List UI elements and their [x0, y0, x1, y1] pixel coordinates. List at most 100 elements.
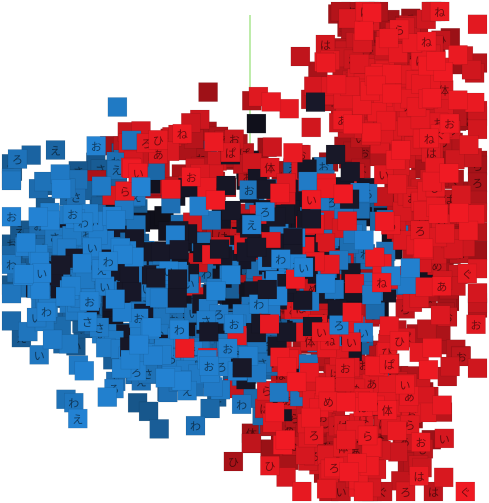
point-tile: [138, 401, 159, 422]
point-tile: [29, 345, 49, 365]
point-tile-glyph: ら: [404, 419, 415, 432]
point-tile-glyph: お: [415, 437, 426, 450]
point-tile-glyph: ね: [177, 128, 188, 141]
point-tile-glyph: ね: [376, 277, 387, 290]
point-tile: [292, 290, 313, 311]
point-tile: [337, 211, 358, 231]
point-tile: [378, 374, 398, 395]
point-tile-glyph: さ: [94, 322, 105, 335]
point-tile: [224, 314, 244, 334]
point-tile: [315, 273, 336, 294]
point-tile-glyph: ひ: [153, 134, 164, 147]
point-tile: [400, 258, 421, 278]
point-tile-glyph: 体: [382, 404, 393, 418]
point-tile: [97, 387, 118, 407]
point-tile: [72, 253, 92, 274]
point-tile: [146, 268, 166, 288]
point-tile-glyph: ろ: [141, 138, 152, 151]
point-tile: [185, 415, 206, 436]
point-tile-glyph: ろ: [415, 225, 426, 238]
point-tile: [45, 140, 66, 160]
point-tile-glyph: は: [428, 486, 439, 499]
point-tile: [107, 97, 128, 117]
point-tile: [283, 143, 303, 163]
point-tile: [335, 358, 355, 378]
point-tile: [382, 64, 402, 84]
point-tile: [413, 238, 434, 259]
point-tile-glyph: お: [456, 351, 467, 364]
point-tile-glyph: い: [184, 278, 195, 291]
point-tile-glyph: め: [308, 283, 319, 296]
point-tile: [467, 358, 488, 378]
point-tile-glyph: い: [355, 133, 366, 146]
point-tile-glyph: い: [306, 194, 317, 207]
point-tile-glyph: は: [426, 147, 437, 160]
point-tile: [259, 314, 280, 334]
point-tile: [74, 361, 95, 381]
point-tile: [341, 332, 362, 352]
point-tile: [301, 189, 322, 210]
point-tile-glyph: お: [33, 220, 44, 233]
point-tile-glyph: わ: [41, 306, 52, 319]
point-tile-glyph: わ: [103, 256, 114, 269]
point-tile-glyph: さ: [82, 316, 93, 329]
point-tile-glyph: わ: [174, 324, 185, 337]
point-tile-glyph: お: [406, 408, 417, 421]
point-tile: [220, 142, 241, 163]
point-tile: [415, 277, 435, 297]
point-tile: [14, 264, 34, 284]
point-tile: [98, 251, 119, 272]
point-tile-glyph: ね: [434, 6, 445, 19]
point-tile-glyph: い: [31, 312, 42, 325]
point-tile: [325, 144, 346, 165]
point-tile: [451, 185, 472, 205]
point-tile: [457, 263, 478, 284]
point-tile-glyph: お: [229, 134, 240, 147]
point-tile: [422, 171, 442, 192]
point-tile: [28, 207, 48, 227]
point-tile: [357, 425, 378, 446]
point-tile-glyph: ろ: [216, 361, 227, 374]
point-tile: [433, 467, 454, 488]
point-tile: [277, 357, 297, 377]
point-tile-glyph: ろ: [12, 154, 23, 167]
point-tile-glyph: 体: [304, 335, 315, 349]
point-tile-glyph: い: [99, 281, 110, 294]
point-tile-glyph: い: [346, 337, 357, 350]
point-tile-glyph: あ: [404, 391, 415, 404]
point-tile: [200, 398, 220, 419]
point-tile: [221, 265, 241, 285]
point-tile: [260, 157, 280, 178]
point-tile: [223, 451, 244, 472]
point-tile-glyph: あ: [366, 378, 377, 391]
point-tile: [292, 481, 312, 502]
point-tile: [422, 338, 443, 358]
point-tile-glyph: ぐ: [460, 486, 471, 499]
point-tile-glyph: お: [318, 161, 329, 174]
point-tile: [428, 204, 449, 224]
point-tile-glyph: い: [378, 169, 389, 182]
point-tile-glyph: ぐ: [435, 129, 446, 142]
point-tile-glyph: ぐ: [377, 486, 388, 499]
point-tile-glyph: い: [34, 349, 45, 362]
point-tile: [275, 430, 296, 450]
point-tile: [217, 338, 238, 359]
point-tile: [262, 137, 283, 157]
point-tile: [155, 368, 176, 388]
point-tile-glyph: い: [188, 308, 199, 321]
point-tile: [276, 467, 296, 487]
point-tile: [301, 117, 321, 138]
point-tile-glyph: ろ: [131, 366, 142, 379]
point-tile-glyph: ら: [289, 412, 300, 425]
point-tile-glyph: ぱ: [374, 429, 385, 442]
point-tile-glyph: ひ: [264, 460, 275, 473]
point-tile: [276, 322, 297, 342]
point-tile: [301, 407, 321, 428]
point-tile-glyph: わ: [68, 397, 79, 410]
point-tile-glyph: ろ: [219, 134, 230, 147]
point-tile: [232, 358, 252, 378]
point-tile: [391, 140, 411, 160]
point-tile-glyph: 体: [264, 161, 275, 175]
point-tile-glyph: ね: [421, 36, 432, 49]
